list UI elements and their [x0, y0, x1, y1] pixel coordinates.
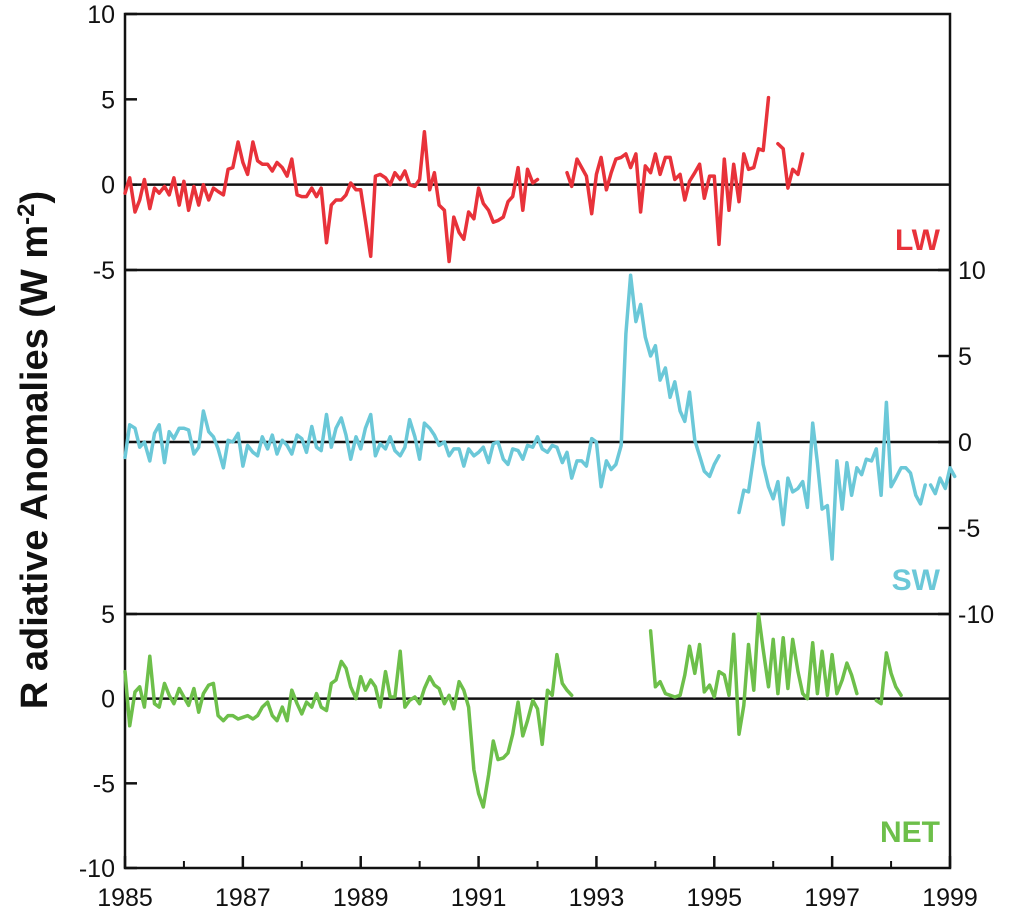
net-series-line — [648, 612, 859, 736]
xtick-label: 1985 — [97, 884, 153, 912]
zero-lines — [125, 183, 950, 700]
xtick-label: 1997 — [804, 884, 860, 912]
net-ytick-label: -5 — [93, 770, 115, 798]
net-series-line — [874, 651, 903, 706]
lw-series-label: LW — [895, 224, 941, 257]
y-axis-label-sup: -2 — [13, 204, 40, 225]
xtick-label: 1999 — [922, 884, 978, 912]
sw-ytick-label: 0 — [958, 429, 972, 457]
y-axis-label-main: R adiative Anomalies (W m — [14, 225, 56, 709]
y-axis-label: R adiative Anomalies (W m-2) — [13, 191, 57, 709]
lw-series-line — [565, 95, 771, 247]
sw-ytick-label: -5 — [958, 515, 980, 543]
net-ytick-label: -10 — [79, 855, 115, 883]
xtick-label: 1989 — [333, 884, 389, 912]
sw-series-line — [737, 400, 927, 561]
lw-ytick-label: 10 — [87, 1, 115, 29]
lw-series-line — [776, 141, 805, 190]
sw-ytick-label: 10 — [958, 257, 986, 285]
lw-ytick-label: -5 — [93, 257, 115, 285]
y-axis-label-close: ) — [14, 191, 56, 204]
net-series-label: NET — [880, 816, 940, 849]
series-lines — [123, 95, 957, 809]
net-ytick-label: 0 — [101, 686, 115, 714]
tick-labels: -5 0 5 10 -10 -5 0 5 10 -10 -5 0 5 1985 1987 1989 1991 19… — [79, 1, 994, 912]
xtick-label: 1995 — [686, 884, 742, 912]
lw-series-line — [123, 130, 540, 264]
net-ytick-label: 5 — [101, 601, 115, 629]
sw-series-line — [123, 273, 721, 489]
lw-ytick-label: 5 — [101, 86, 115, 114]
lw-ytick-label: 0 — [101, 172, 115, 200]
sw-ytick-label: -10 — [958, 601, 994, 629]
xtick-label: 1987 — [215, 884, 271, 912]
sw-series-line — [928, 466, 957, 496]
xtick-label: 1993 — [569, 884, 625, 912]
xtick-label: 1991 — [451, 884, 507, 912]
sw-ytick-label: 5 — [958, 343, 972, 371]
net-series-line — [123, 649, 574, 809]
sw-series-label: SW — [892, 564, 941, 597]
